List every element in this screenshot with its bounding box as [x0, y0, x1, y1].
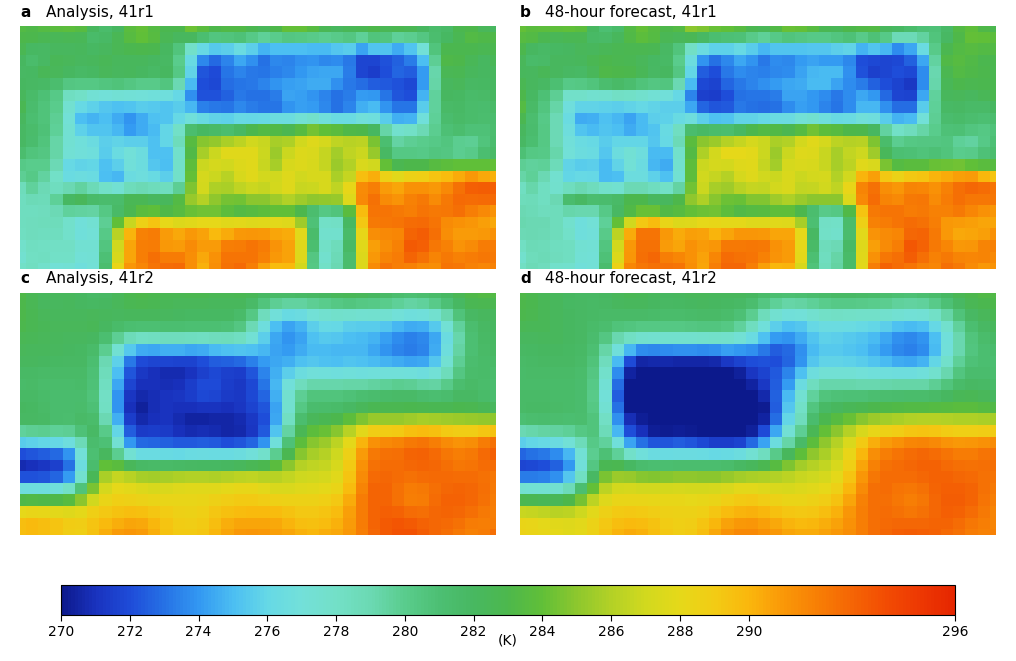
- Text: Analysis, 41r1: Analysis, 41r1: [46, 5, 153, 20]
- Text: 48-hour forecast, 41r2: 48-hour forecast, 41r2: [546, 271, 717, 286]
- Text: a: a: [20, 5, 30, 20]
- Text: c: c: [20, 271, 29, 286]
- Text: Analysis, 41r2: Analysis, 41r2: [46, 271, 153, 286]
- Text: b: b: [520, 5, 530, 20]
- Text: d: d: [520, 271, 530, 286]
- Text: (K): (K): [498, 634, 518, 648]
- Text: 48-hour forecast, 41r1: 48-hour forecast, 41r1: [546, 5, 717, 20]
